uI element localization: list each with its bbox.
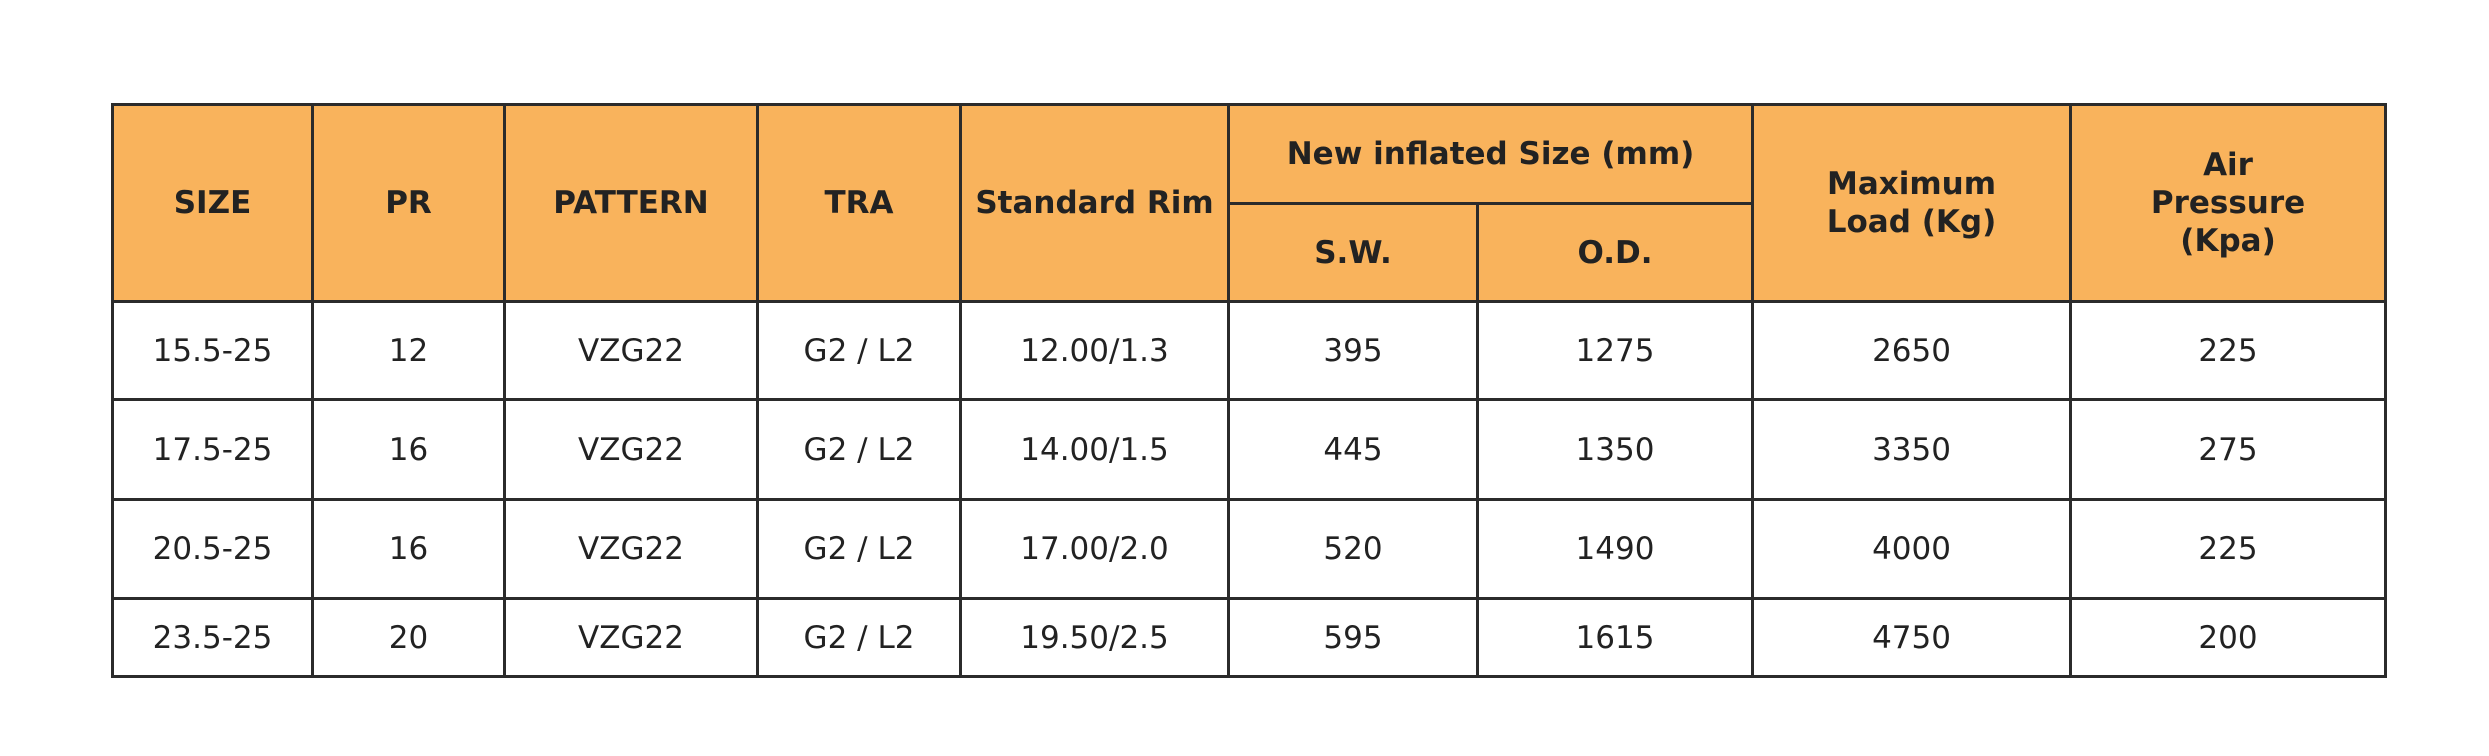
table-cell: 4000: [1751, 498, 2073, 600]
table-cell: 15.5-25: [111, 300, 314, 401]
table-cell: 4750: [1751, 597, 2073, 678]
table-cell: 275: [2069, 398, 2388, 501]
table-cell: 17.00/2.0: [959, 498, 1230, 600]
table-cell: 225: [2069, 300, 2388, 401]
table-cell: 23.5-25: [111, 597, 314, 678]
table-cell: 1490: [1475, 498, 1755, 600]
table-cell: 445: [1227, 398, 1479, 501]
header-cell: New inflated Size (mm): [1226, 103, 1755, 205]
table-cell: 16: [311, 398, 506, 501]
header-cell: PR: [311, 103, 506, 303]
table-cell: 395: [1227, 300, 1479, 401]
header-cell: PATTERN: [503, 103, 759, 303]
spec-table: SIZE PR PATTERN TRA Standard Rim New inf…: [111, 103, 2388, 678]
table-body: 15.5-25 12 VZG22 G2 / L2 12.00/1.3 395 1275 265…: [111, 300, 2388, 678]
header-cell: Standard Rim: [959, 103, 1230, 303]
table-cell: 225: [2069, 498, 2388, 600]
table-cell: G2 / L2: [756, 300, 962, 401]
table-cell: 520: [1227, 498, 1479, 600]
table-cell: 14.00/1.5: [959, 398, 1230, 501]
table-cell: G2 / L2: [756, 498, 962, 600]
header-cell: Air Pressure (Kpa): [2069, 103, 2388, 303]
header-cell: S.W.: [1227, 202, 1479, 303]
header-cell: O.D.: [1475, 202, 1755, 303]
header-cell: TRA: [756, 103, 962, 303]
table-cell: G2 / L2: [756, 398, 962, 501]
table-row: 17.5-25 16 VZG22 G2 / L2 14.00/1.5 445 1350 335…: [111, 398, 2388, 501]
table-cell: G2 / L2: [756, 597, 962, 678]
table-cell: 12.00/1.3: [959, 300, 1230, 401]
table-cell: 17.5-25: [111, 398, 314, 501]
table-row: 15.5-25 12 VZG22 G2 / L2 12.00/1.3 395 1275 265…: [111, 300, 2388, 401]
table-cell: 19.50/2.5: [959, 597, 1230, 678]
table-cell: VZG22: [503, 300, 759, 401]
table-cell: 200: [2069, 597, 2388, 678]
table-cell: 1350: [1475, 398, 1755, 501]
table-row: 23.5-25 20 VZG22 G2 / L2 19.50/2.5 595 1615 475…: [111, 597, 2388, 678]
header-cell: SIZE: [111, 103, 314, 303]
table-cell: 1615: [1475, 597, 1755, 678]
table-row: 20.5-25 16 VZG22 G2 / L2 17.00/2.0 520 1490 400…: [111, 498, 2388, 600]
table-cell: 12: [311, 300, 506, 401]
table-cell: VZG22: [503, 597, 759, 678]
table-cell: VZG22: [503, 398, 759, 501]
table-cell: 16: [311, 498, 506, 600]
table-cell: 20.5-25: [111, 498, 314, 600]
table-cell: 1275: [1475, 300, 1755, 401]
table-cell: 3350: [1751, 398, 2073, 501]
table-cell: 595: [1227, 597, 1479, 678]
table-cell: VZG22: [503, 498, 759, 600]
table-cell: 2650: [1751, 300, 2073, 401]
header-cell: Maximum Load (Kg): [1751, 103, 2073, 303]
table-cell: 20: [311, 597, 506, 678]
